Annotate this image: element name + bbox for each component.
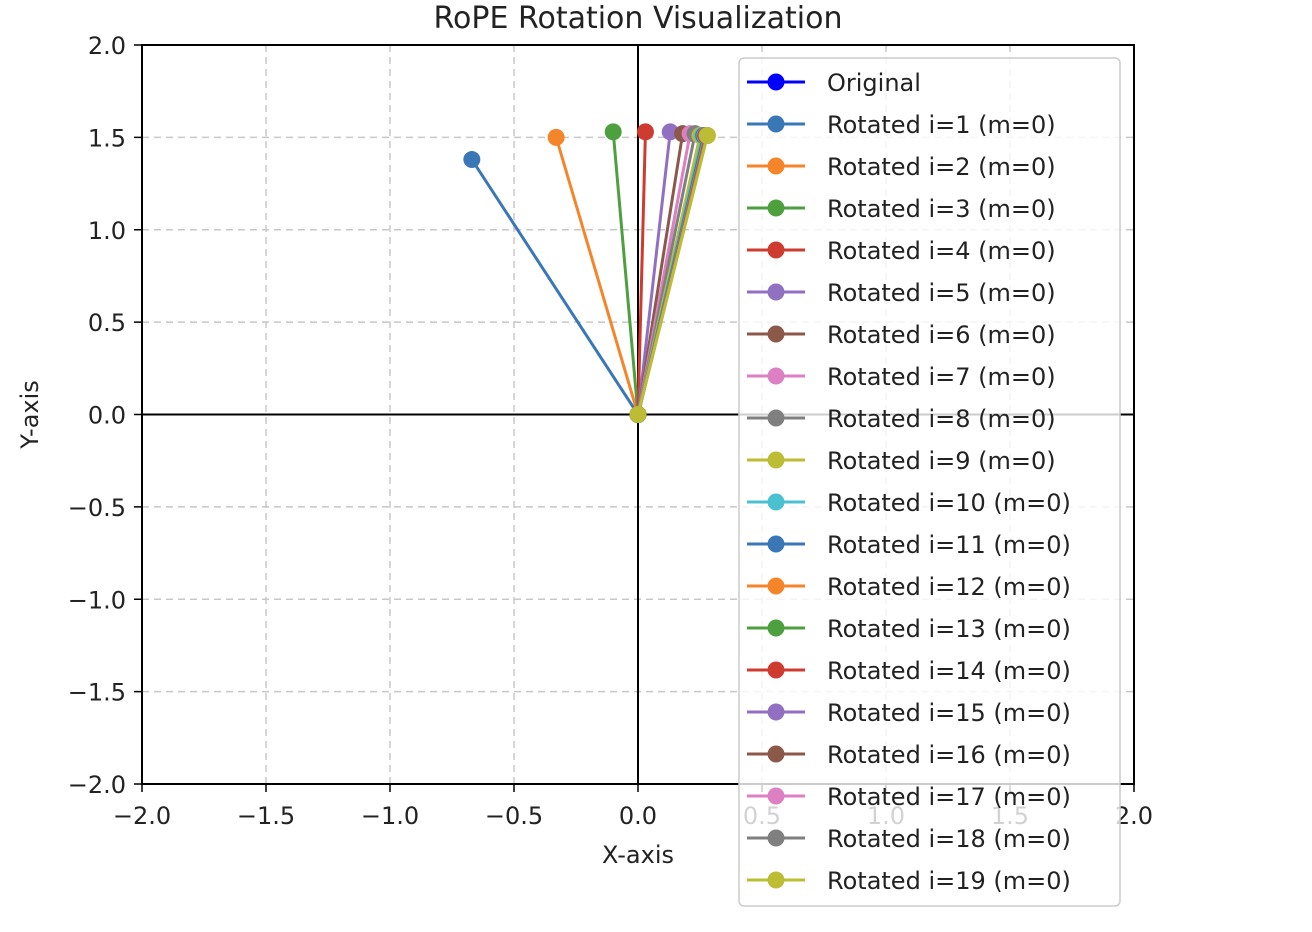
y-tick-label: 0.5 (88, 309, 126, 337)
y-tick-label: −2.0 (68, 771, 126, 799)
legend-entry: Rotated i=12 (m=0) (747, 573, 1071, 601)
legend-entry: Rotated i=15 (m=0) (747, 699, 1071, 727)
legend-marker (767, 619, 785, 637)
legend-marker (767, 577, 785, 595)
legend-marker (767, 367, 785, 385)
legend-entry: Rotated i=6 (m=0) (747, 321, 1056, 349)
legend-marker (767, 409, 785, 427)
x-tick-label: 2.0 (1115, 802, 1153, 830)
legend-marker (767, 745, 785, 763)
legend-label: Rotated i=6 (m=0) (827, 321, 1056, 349)
legend-entry: Rotated i=1 (m=0) (747, 111, 1056, 139)
legend-marker (767, 325, 785, 343)
legend-marker (767, 703, 785, 721)
legend-entry: Rotated i=3 (m=0) (747, 195, 1056, 223)
legend-entry: Rotated i=7 (m=0) (747, 363, 1056, 391)
legend-entry: Rotated i=4 (m=0) (747, 237, 1056, 265)
legend: Original Rotated i=1 (m=0) Rotated i=2 (m=… (738, 57, 1121, 907)
legend-entry: Rotated i=10 (m=0) (747, 489, 1071, 517)
legend-marker (767, 73, 785, 91)
y-tick-label: −1.5 (68, 679, 126, 707)
legend-label: Rotated i=8 (m=0) (827, 405, 1056, 433)
legend-label: Rotated i=1 (m=0) (827, 111, 1056, 139)
data-point (547, 128, 565, 146)
legend-label: Rotated i=12 (m=0) (827, 573, 1071, 601)
legend-label: Rotated i=17 (m=0) (827, 783, 1071, 811)
legend-entry: Rotated i=16 (m=0) (747, 741, 1071, 769)
legend-marker (767, 787, 785, 805)
legend-label: Rotated i=7 (m=0) (827, 363, 1056, 391)
legend-label: Rotated i=18 (m=0) (827, 825, 1071, 853)
legend-entry: Rotated i=8 (m=0) (747, 405, 1056, 433)
legend-marker (767, 157, 785, 175)
legend-marker (767, 451, 785, 469)
legend-label: Original (827, 69, 921, 97)
y-axis-title: Y-axis (16, 380, 44, 450)
data-point (698, 127, 716, 145)
legend-entry: Rotated i=2 (m=0) (747, 153, 1056, 181)
legend-marker (767, 661, 785, 679)
data-point (604, 123, 622, 141)
legend-label: Rotated i=10 (m=0) (827, 489, 1071, 517)
legend-label: Rotated i=2 (m=0) (827, 153, 1056, 181)
x-tick-label: 0.0 (619, 802, 657, 830)
legend-label: Rotated i=9 (m=0) (827, 447, 1056, 475)
legend-marker (767, 829, 785, 847)
chart-title: RoPE Rotation Visualization (434, 1, 843, 36)
legend-label: Rotated i=16 (m=0) (827, 741, 1071, 769)
data-point (629, 406, 647, 423)
series-lines (463, 123, 716, 423)
legend-marker (767, 241, 785, 259)
legend-entry: Original (747, 69, 921, 97)
series-line (611, 131, 640, 415)
legend-label: Rotated i=5 (m=0) (827, 279, 1056, 307)
series-line (636, 131, 672, 415)
legend-entry: Rotated i=13 (m=0) (747, 615, 1071, 643)
legend-label: Rotated i=4 (m=0) (827, 237, 1056, 265)
data-point (636, 123, 654, 141)
legend-marker (767, 199, 785, 217)
legend-label: Rotated i=3 (m=0) (827, 195, 1056, 223)
legend-marker (767, 535, 785, 553)
legend-label: Rotated i=11 (m=0) (827, 531, 1071, 559)
legend-entry: Rotated i=5 (m=0) (747, 279, 1056, 307)
y-tick-label: 1.0 (88, 217, 126, 245)
legend-entry: Rotated i=19 (m=0) (747, 867, 1071, 895)
data-point (463, 151, 481, 169)
legend-marker (767, 871, 785, 889)
series-19 (629, 127, 716, 423)
legend-marker (767, 115, 785, 133)
legend-entry: Rotated i=18 (m=0) (747, 825, 1071, 853)
y-tick-label: 1.5 (88, 124, 126, 152)
series-line (554, 136, 640, 415)
x-tick-label: −1.5 (237, 802, 295, 830)
legend-marker (767, 493, 785, 511)
legend-marker (767, 283, 785, 301)
series-line (636, 131, 647, 415)
x-tick-label: −2.0 (113, 802, 171, 830)
legend-entry: Rotated i=11 (m=0) (747, 531, 1071, 559)
y-tick-label: 0.0 (88, 402, 126, 430)
legend-box (738, 57, 1121, 907)
series-line (470, 158, 640, 416)
y-tick-label: 2.0 (88, 32, 126, 60)
legend-label: Rotated i=13 (m=0) (827, 615, 1071, 643)
y-tick-label: −1.0 (68, 586, 126, 614)
legend-entry: Rotated i=9 (m=0) (747, 447, 1056, 475)
legend-entry: Rotated i=14 (m=0) (747, 657, 1071, 685)
series-line (636, 135, 709, 415)
legend-label: Rotated i=15 (m=0) (827, 699, 1071, 727)
legend-entry: Rotated i=17 (m=0) (747, 783, 1071, 811)
x-tick-label: −1.0 (361, 802, 419, 830)
y-tick-label: −0.5 (68, 494, 126, 522)
legend-label: Rotated i=14 (m=0) (827, 657, 1071, 685)
x-tick-label: −0.5 (485, 802, 543, 830)
x-axis-title: X-axis (602, 841, 674, 869)
legend-label: Rotated i=19 (m=0) (827, 867, 1071, 895)
series-2 (547, 128, 647, 423)
